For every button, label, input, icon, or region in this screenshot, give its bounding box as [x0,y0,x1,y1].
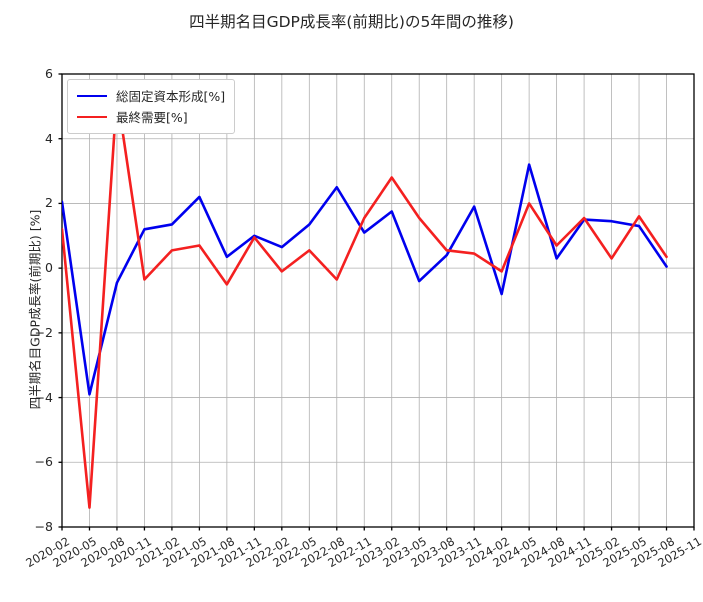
y-tick-label: −8 [34,519,53,534]
legend-label: 総固定資本形成[%] [116,89,226,104]
legend-label: 最終需要[%] [116,110,188,125]
chart-legend: 総固定資本形成[%] 最終需要[%] [67,79,236,134]
grid-lines-horizontal [62,138,694,463]
legend-color-swatch [77,115,107,118]
series-line-1 [62,92,668,509]
y-tick-label: 2 [45,195,53,211]
y-tick-label: 6 [45,66,53,81]
legend-entry-0: 総固定資本形成[%] [77,85,225,106]
series-line-0 [62,163,668,396]
y-tick-label: 4 [45,130,53,146]
y-tick-label: 0 [45,260,53,276]
chart-title: 四半期名目GDP成長率(前期比)の5年間の推移) [189,13,514,31]
legend-entry-1: 最終需要[%] [77,106,225,127]
data-series-group [62,92,668,509]
y-tick-label: −6 [34,454,53,470]
y-tick-label: −4 [34,389,53,405]
axes-spines [61,73,695,528]
y-tick-label: −2 [34,324,53,340]
plot-background [62,74,694,527]
legend-color-swatch [77,94,107,97]
